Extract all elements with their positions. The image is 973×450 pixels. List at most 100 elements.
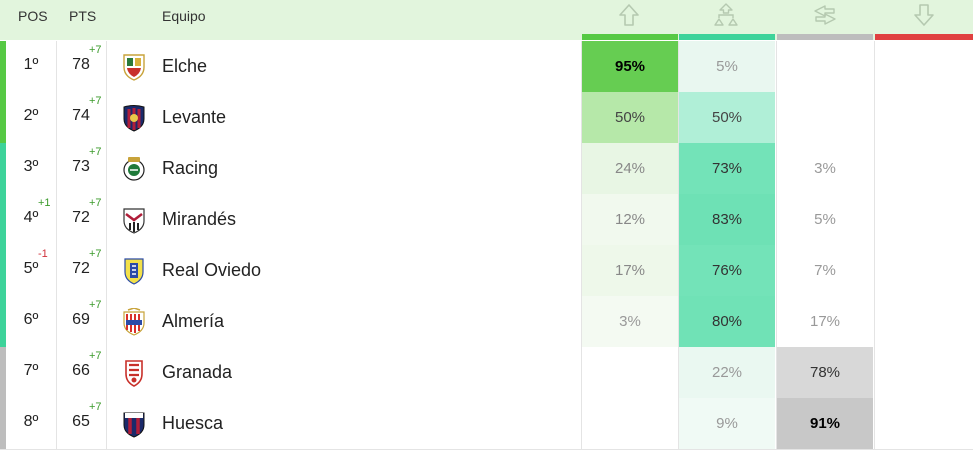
promotion-probability	[582, 398, 678, 449]
stay-probability: 3%	[777, 143, 873, 194]
points-change: +7	[89, 95, 102, 107]
promotion-probability: 3%	[582, 296, 678, 347]
divider	[581, 296, 582, 347]
team-name[interactable]: Granada	[162, 362, 233, 382]
divider	[776, 143, 777, 194]
playoff-probability: 83%	[679, 194, 775, 245]
relegation-probability	[875, 245, 973, 296]
relegation-probability	[875, 398, 973, 449]
divider	[106, 398, 107, 449]
team-crest-icon	[122, 206, 146, 234]
promotion-probability: 24%	[582, 143, 678, 194]
team-name[interactable]: Racing	[162, 158, 219, 178]
relegation-arrow-down-icon[interactable]	[911, 2, 937, 28]
divider	[106, 296, 107, 347]
stay-probability: 91%	[777, 398, 873, 449]
stay-arrows-icon[interactable]	[812, 2, 838, 28]
divider	[678, 143, 679, 194]
position-change: -1	[38, 248, 48, 260]
header-pts[interactable]: PTS	[69, 8, 97, 24]
team-name[interactable]: Almería	[162, 311, 225, 331]
divider	[678, 398, 679, 449]
divider	[106, 194, 107, 245]
position: 7º	[23, 362, 39, 379]
points-change: +7	[89, 350, 102, 362]
playoff-bracket-icon[interactable]	[713, 2, 739, 28]
table-row[interactable]: 8º 65 +7 Huesca 9% 91%	[0, 398, 973, 450]
divider	[56, 296, 57, 347]
playoff-column-bar	[679, 34, 775, 40]
relegation-probability	[875, 143, 973, 194]
playoff-probability: 9%	[679, 398, 775, 449]
divider	[776, 398, 777, 449]
points-change: +7	[89, 401, 102, 413]
team-crest-icon	[122, 359, 146, 387]
stay-probability	[777, 41, 873, 92]
table-row[interactable]: 5º -1 72 +7 Real Oviedo 17% 76% 7%	[0, 245, 973, 297]
team-name[interactable]: Real Oviedo	[162, 260, 262, 280]
table-row[interactable]: 2º 74 +7 Levante 50% 50%	[0, 92, 973, 144]
divider	[776, 245, 777, 296]
header-team[interactable]: Equipo	[162, 8, 206, 24]
promotion-column-bar	[582, 34, 678, 40]
divider	[56, 398, 57, 449]
divider	[874, 92, 875, 143]
relegation-probability	[875, 92, 973, 143]
promotion-arrow-up-icon[interactable]	[616, 2, 642, 28]
divider	[776, 92, 777, 143]
divider	[56, 143, 57, 194]
relegation-probability	[875, 194, 973, 245]
position: 1º	[23, 56, 39, 73]
points: 66	[72, 362, 90, 379]
divider	[874, 347, 875, 398]
stay-probability	[777, 92, 873, 143]
team-crest-icon	[122, 155, 146, 183]
playoff-probability: 80%	[679, 296, 775, 347]
team-name[interactable]: Mirandés	[162, 209, 237, 229]
table-row[interactable]: 3º 73 +7 Racing 24% 73% 3%	[0, 143, 973, 195]
divider	[581, 347, 582, 398]
qualification-strip	[0, 245, 6, 296]
relegation-probability	[875, 347, 973, 398]
stay-column-bar	[777, 34, 873, 40]
qualification-strip	[0, 296, 6, 347]
divider	[678, 194, 679, 245]
table-row[interactable]: 7º 66 +7 Granada 22% 78%	[0, 347, 973, 399]
team-crest-icon	[122, 410, 146, 438]
divider	[106, 347, 107, 398]
team-name[interactable]: Elche	[162, 56, 208, 76]
divider	[581, 143, 582, 194]
promotion-probability: 17%	[582, 245, 678, 296]
table-row[interactable]: 6º 69 +7 Almería 3% 80% 17%	[0, 296, 973, 348]
divider	[106, 92, 107, 143]
qualification-strip	[0, 398, 6, 449]
position: 6º	[23, 311, 39, 328]
table-row[interactable]: 1º 78 +7 Elche 95% 5%	[0, 41, 973, 93]
table-header: POS PTS Equipo	[0, 0, 973, 40]
divider	[874, 296, 875, 347]
stay-probability: 17%	[777, 296, 873, 347]
relegation-probability	[875, 296, 973, 347]
divider	[776, 194, 777, 245]
team-crest-icon	[122, 307, 146, 336]
divider	[678, 92, 679, 143]
divider	[776, 347, 777, 398]
table-row[interactable]: 4º +1 72 +7 Mirandés 12% 83% 5%	[0, 194, 973, 246]
team-name[interactable]: Levante	[162, 107, 227, 127]
stay-probability: 7%	[777, 245, 873, 296]
points-change: +7	[89, 44, 102, 56]
stay-probability: 5%	[777, 194, 873, 245]
divider	[678, 41, 679, 92]
promotion-probability	[582, 347, 678, 398]
points: 74	[72, 107, 90, 124]
points-change: +7	[89, 197, 102, 209]
points: 65	[72, 413, 90, 430]
divider	[678, 347, 679, 398]
qualification-strip	[0, 41, 6, 92]
team-crest-icon	[122, 257, 146, 285]
points: 78	[72, 56, 90, 73]
header-pos[interactable]: POS	[18, 8, 48, 24]
divider	[776, 41, 777, 92]
team-name[interactable]: Huesca	[162, 413, 224, 433]
